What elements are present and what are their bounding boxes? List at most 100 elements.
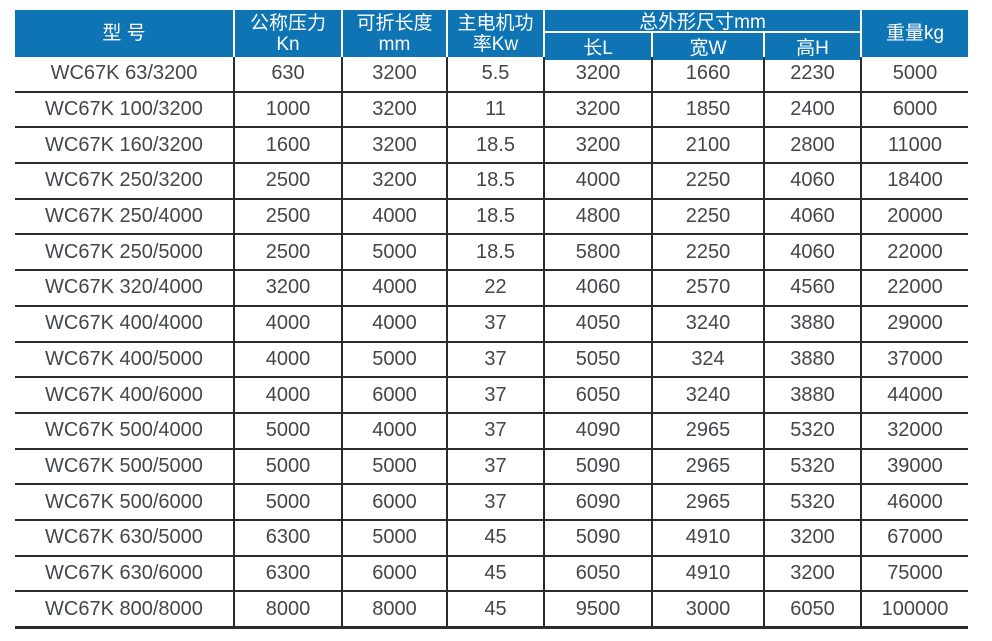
cell-weight: 46000 [887,490,943,513]
cell-dim-length: 6050 [545,378,653,412]
cell-model: WC67K 250/4000 [15,199,235,234]
cell-motor-power: 22 [448,271,545,305]
cell-dim-width: 3240 [653,306,765,341]
table-row: WC67K 250/5000 2500 5000 18.5 5800 2250 4060 22… [15,235,968,272]
cell-weight: 6000 [892,98,938,121]
table-row: WC67K 400/4000 4000 4000 37 4050 3240 3880 2900… [15,306,968,343]
cell-model: WC67K 250/5000 [15,235,235,270]
cell-dim-width: 2250 [653,164,765,198]
table-row: WC67K 500/4000 5000 4000 37 4090 2965 5320 3200… [15,413,968,450]
cell-fold-length: 6000 [343,378,448,412]
cell-dim-width: 3000 [653,592,765,626]
cell-dim-height: 5320 [765,413,862,448]
cell-fold-length: 8000 [343,592,448,626]
table-row: WC67K 500/6000 5000 6000 37 6090 2965 5320 4600… [15,485,968,521]
cell-weight: 37000 [887,347,943,370]
cell-dim-height: 4060 [765,164,862,198]
cell-dim-length: 4800 [545,199,653,234]
cell-nominal-pressure: 6300 [235,520,343,555]
cell-nominal-pressure: 5000 [235,485,343,519]
header-model-label: 型 号 [102,23,146,44]
cell-motor-power: 18.5 [448,164,545,198]
cell-dim-width: 2100 [653,128,765,163]
cell-weight: 20000 [887,205,943,228]
cell-dim-length: 4000 [545,164,653,198]
cell-motor-power: 37 [448,413,545,448]
cell-dim-width: 2570 [653,271,765,305]
cell-dim-height: 6050 [765,592,862,626]
cell-fold-length: 4000 [343,271,448,305]
cell-nominal-pressure: 5000 [235,449,343,484]
cell-dim-height: 3200 [765,556,862,591]
cell-dim-length: 5050 [545,342,653,377]
cell-nominal-pressure: 4000 [235,306,343,341]
cell-dim-height: 2400 [765,92,862,127]
cell-weight: 100000 [881,597,949,620]
cell-dim-width: 2250 [653,199,765,234]
table-header-row: 型 号 公称压力 Kn 可折长度 mm 主电机功 率Kw 总外形尺寸mm 长L … [15,10,968,60]
header-model: 型 号 [15,10,233,57]
header-nominal-pressure: 公称压力 Kn [235,10,341,57]
cell-model: WC67K 500/4000 [15,413,235,448]
cell-nominal-pressure: 630 [235,57,343,91]
header-dimensions-group-label: 总外形尺寸mm [545,10,860,33]
header-dimensions-group: 总外形尺寸mm 长L 宽W 高H [545,10,860,60]
cell-motor-power: 37 [448,449,545,484]
table-row: WC67K 250/3200 2500 3200 18.5 4000 2250 4060 18… [15,164,968,200]
cell-motor-power: 18.5 [448,128,545,163]
table-row: WC67K 400/5000 4000 5000 37 5050 324 3880 37000 [15,342,968,379]
cell-dim-width: 3240 [653,378,765,412]
cell-fold-length: 6000 [343,485,448,519]
table-row: WC67K 630/6000 6300 6000 45 6050 4910 3200 7500… [15,556,968,593]
table-row: WC67K 800/8000 8000 8000 45 9500 3000 6050 1000… [15,592,968,629]
table-row: WC67K 400/6000 4000 6000 37 6050 3240 3880 4400… [15,378,968,414]
cell-nominal-pressure: 4000 [235,342,343,377]
cell-dim-length: 6050 [545,556,653,591]
cell-dim-height: 4060 [765,199,862,234]
cell-dim-width: 1660 [653,57,765,91]
cell-motor-power: 37 [448,342,545,377]
cell-weight: 22000 [887,240,943,263]
cell-nominal-pressure: 5000 [235,413,343,448]
table-row: WC67K 500/5000 5000 5000 37 5090 2965 5320 3900… [15,449,968,486]
cell-dim-width: 4910 [653,556,765,591]
header-motor-power-line2: 率Kw [472,33,519,55]
table-row: WC67K 320/4000 3200 4000 22 4060 2570 4560 2200… [15,271,968,307]
cell-nominal-pressure: 4000 [235,378,343,412]
cell-dim-length: 3200 [545,92,653,127]
cell-fold-length: 3200 [343,57,448,91]
cell-motor-power: 18.5 [448,199,545,234]
cell-dim-length: 5090 [545,449,653,484]
cell-dim-length: 9500 [545,592,653,626]
cell-dim-height: 4560 [765,271,862,305]
cell-nominal-pressure: 6300 [235,556,343,591]
cell-dim-height: 3880 [765,378,862,412]
cell-model: WC67K 400/4000 [15,306,235,341]
cell-dim-width: 2965 [653,413,765,448]
cell-dim-height: 5320 [765,485,862,519]
cell-motor-power: 18.5 [448,235,545,270]
header-fold-length: 可折长度 mm [343,10,446,57]
cell-fold-length: 5000 [343,449,448,484]
cell-fold-length: 4000 [343,199,448,234]
cell-dim-length: 6090 [545,485,653,519]
header-nominal-pressure-line1: 公称压力 [249,12,326,34]
cell-model: WC67K 250/3200 [15,164,235,198]
cell-nominal-pressure: 1000 [235,92,343,127]
cell-weight: 5000 [892,62,938,85]
cell-model: WC67K 63/3200 [15,57,235,91]
cell-motor-power: 45 [448,556,545,591]
cell-dim-width: 2250 [653,235,765,270]
cell-model: WC67K 400/6000 [15,378,235,412]
cell-model: WC67K 160/3200 [15,128,235,163]
table-row: WC67K 100/3200 1000 3200 11 3200 1850 2400 6000 [15,92,968,129]
cell-dim-width: 2965 [653,449,765,484]
cell-nominal-pressure: 3200 [235,271,343,305]
cell-weight: 29000 [887,312,943,335]
cell-dim-height: 3880 [765,342,862,377]
cell-fold-length: 5000 [343,235,448,270]
header-weight: 重量kg [862,10,968,57]
cell-fold-length: 4000 [343,306,448,341]
cell-weight: 39000 [887,454,943,477]
cell-weight: 22000 [887,276,943,299]
